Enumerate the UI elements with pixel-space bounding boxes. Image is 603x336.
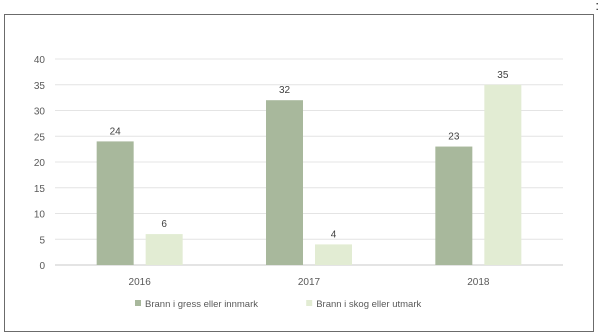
bar (266, 100, 303, 265)
bar-chart: 0 5 10 15 20 25 30 35 40 24 6 32 4 23 35 2016 2017 2018… (34, 55, 563, 310)
chart-frame: 0 5 10 15 20 25 30 35 40 24 6 32 4 23 35 2016 2017 2018… (4, 14, 594, 332)
x-tick-label: 2016 (129, 277, 152, 288)
data-label: 4 (331, 229, 337, 240)
legend-label: Brann i skog eller utmark (316, 299, 421, 310)
y-tick-label: 40 (34, 55, 46, 66)
data-label: 32 (279, 85, 291, 96)
data-label: 24 (110, 126, 122, 137)
bar (484, 84, 522, 265)
y-tick-label: 15 (34, 184, 46, 195)
corner-glyph: : (595, 0, 599, 13)
x-tick-label: 2018 (467, 277, 490, 288)
bar (96, 141, 134, 265)
data-labels: 24 6 32 4 23 35 (110, 70, 509, 241)
y-tick-label: 5 (39, 235, 45, 246)
legend-label: Brann i gress eller innmark (145, 299, 258, 310)
data-label: 23 (448, 132, 460, 143)
y-tick-label: 20 (34, 158, 46, 169)
legend: Brann i gress eller innmark Brann i skog … (135, 299, 422, 310)
y-tick-label: 25 (34, 132, 46, 143)
legend-swatch (306, 300, 313, 306)
y-tick-label: 0 (39, 261, 45, 272)
y-tick-label: 30 (34, 107, 46, 118)
x-axis-ticks: 2016 2017 2018 (129, 277, 490, 288)
x-tick-label: 2017 (298, 277, 321, 288)
y-tick-label: 10 (34, 210, 46, 221)
bar (435, 146, 473, 265)
gridlines (55, 58, 563, 266)
y-tick-label: 35 (34, 81, 46, 92)
legend-swatch (135, 300, 141, 306)
data-label: 6 (161, 219, 167, 230)
bars (96, 84, 522, 265)
bar (145, 234, 183, 265)
bar (315, 244, 352, 265)
y-axis-ticks: 0 5 10 15 20 25 30 35 40 (34, 55, 46, 272)
data-label: 35 (497, 70, 509, 81)
